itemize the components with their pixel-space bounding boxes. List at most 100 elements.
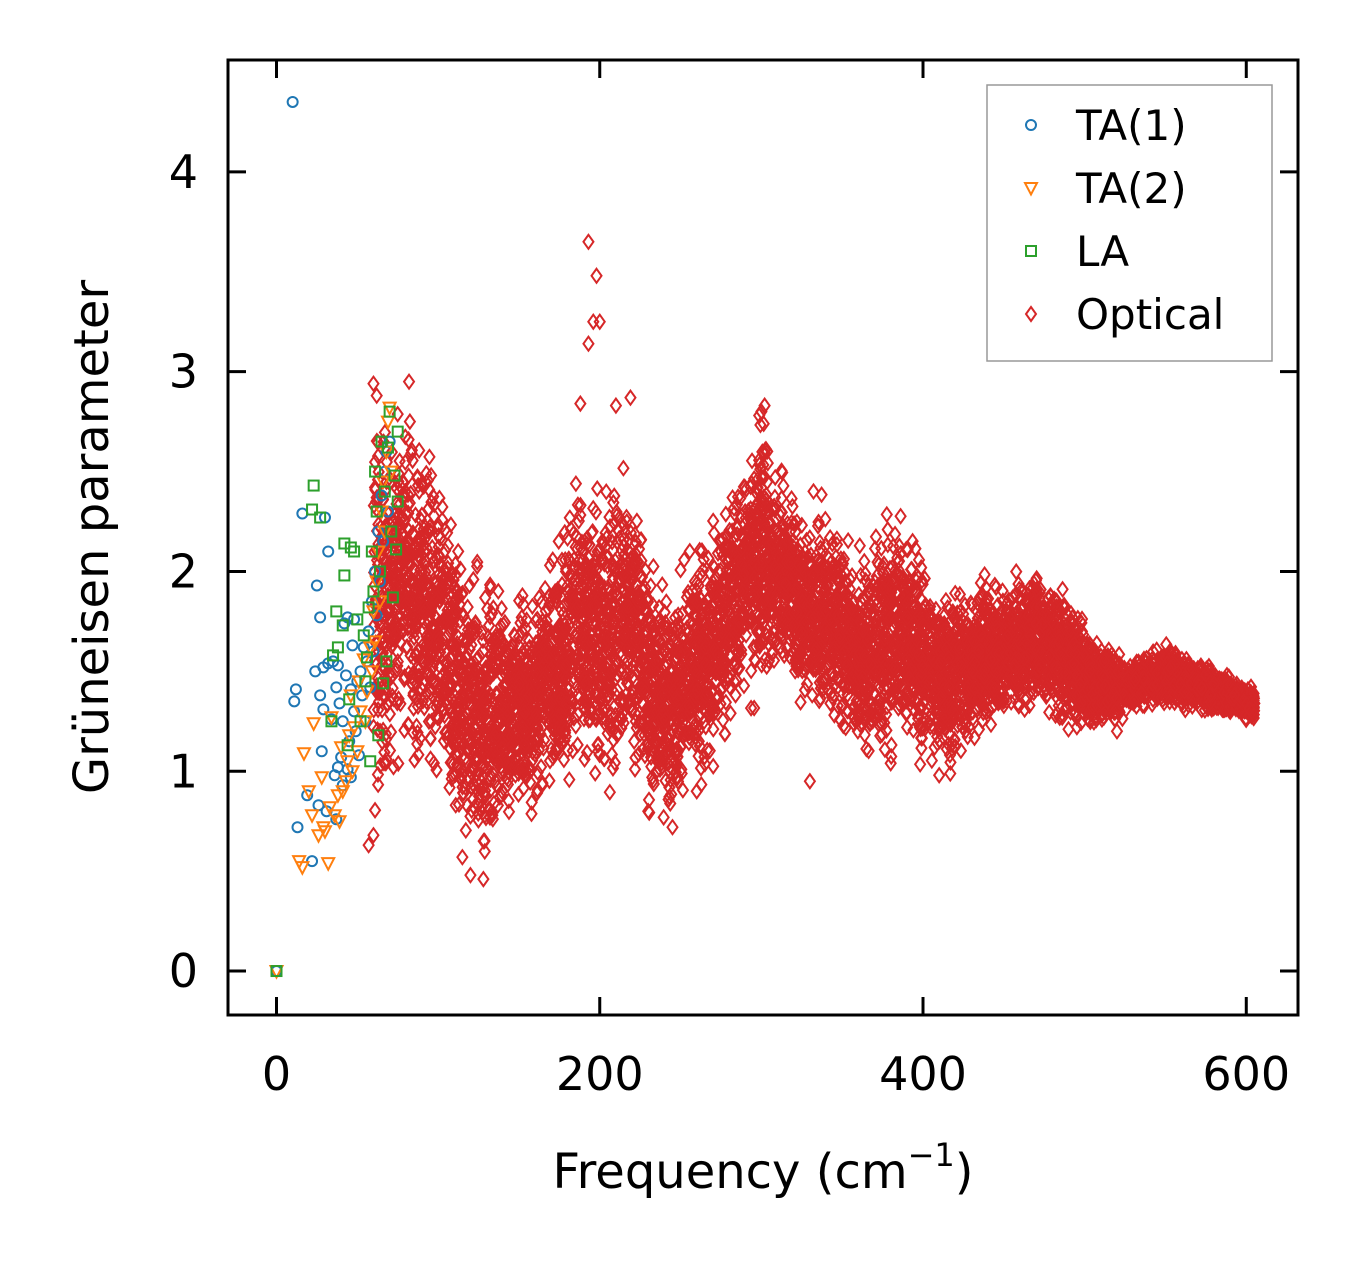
optical-point [707, 524, 721, 543]
optical-point [575, 629, 588, 647]
optical-point [398, 721, 411, 740]
optical-point [682, 672, 696, 691]
optical-point [459, 821, 473, 840]
optical-point [578, 585, 591, 603]
optical-point [744, 662, 758, 680]
optical-point [492, 582, 505, 601]
optical-point [555, 690, 568, 708]
optical-point [450, 637, 463, 655]
optical-point [655, 644, 668, 662]
optical-point [688, 592, 702, 610]
optical-point [424, 750, 437, 768]
optical-point [385, 629, 398, 648]
optical-point [498, 613, 512, 632]
optical-point [420, 464, 433, 483]
optical-point [590, 547, 604, 565]
optical-point [388, 550, 401, 569]
optical-point [465, 636, 478, 654]
optical-point [417, 542, 431, 561]
optical-point [591, 479, 604, 498]
optical-point [615, 719, 628, 737]
optical-point [737, 677, 751, 695]
optical-point [629, 688, 643, 706]
optical-point [371, 775, 385, 794]
optical-point [606, 662, 620, 680]
optical-point [669, 769, 683, 787]
optical-point [700, 677, 714, 695]
optical-point [471, 553, 484, 571]
optical-point [638, 579, 652, 597]
optical-point [617, 459, 630, 477]
optical-point [466, 680, 479, 698]
optical-point [543, 694, 557, 712]
optical-point [707, 757, 720, 775]
optical-point [747, 512, 761, 530]
optical-point [495, 739, 508, 758]
optical-point [529, 676, 543, 694]
optical-point [423, 448, 436, 466]
optical-point [521, 653, 535, 671]
optical-point [608, 487, 621, 505]
optical-point [626, 668, 640, 686]
optical-point [478, 842, 491, 861]
optical-point [411, 723, 424, 742]
optical-point [535, 593, 548, 612]
optical-point [573, 654, 587, 673]
optical-point [593, 540, 606, 559]
optical-point [482, 616, 496, 635]
optical-point [696, 654, 710, 673]
optical-point [714, 542, 728, 561]
optical-point [723, 543, 737, 561]
optical-point [617, 714, 630, 732]
optical-point [384, 723, 398, 741]
optical-point [653, 760, 667, 779]
optical-point [392, 690, 405, 708]
optical-point [699, 718, 713, 736]
optical-point [529, 702, 543, 721]
optical-point [417, 603, 430, 621]
optical-point [621, 541, 635, 560]
optical-point [589, 710, 603, 729]
optical-point [502, 792, 515, 810]
optical-point [610, 635, 623, 653]
optical-point [495, 599, 508, 618]
optical-point [385, 637, 398, 655]
optical-point [858, 552, 871, 571]
optical-point [692, 666, 705, 685]
optical-point [478, 589, 492, 607]
optical-point [558, 657, 571, 676]
optical-point [383, 741, 397, 760]
optical-point [692, 732, 706, 750]
optical-point [913, 755, 927, 774]
optical-point [376, 655, 390, 674]
optical-point [558, 523, 572, 542]
optical-point [638, 683, 652, 702]
optical-point [449, 566, 462, 584]
optical-point [401, 638, 414, 656]
optical-point [402, 716, 415, 734]
optical-point [647, 557, 660, 576]
optical-point [403, 412, 417, 431]
optical-point [401, 495, 415, 514]
optical-point [709, 671, 723, 689]
optical-point [423, 522, 437, 540]
optical-point [404, 673, 418, 692]
optical-point [390, 619, 403, 638]
optical-point [491, 642, 504, 661]
optical-point [495, 712, 509, 730]
optical-point [540, 612, 553, 630]
optical-point [606, 618, 619, 637]
optical-point [525, 793, 538, 812]
optical-point [417, 572, 430, 590]
optical-point [560, 678, 573, 697]
optical-point [603, 517, 617, 536]
optical-point [512, 760, 526, 779]
optical-point [732, 638, 745, 656]
optical-point [717, 653, 730, 671]
optical-point [391, 652, 405, 671]
optical-point [671, 669, 685, 687]
optical-point [532, 741, 546, 759]
optical-point [590, 631, 603, 650]
optical-point [743, 508, 757, 527]
optical-point [448, 580, 461, 598]
